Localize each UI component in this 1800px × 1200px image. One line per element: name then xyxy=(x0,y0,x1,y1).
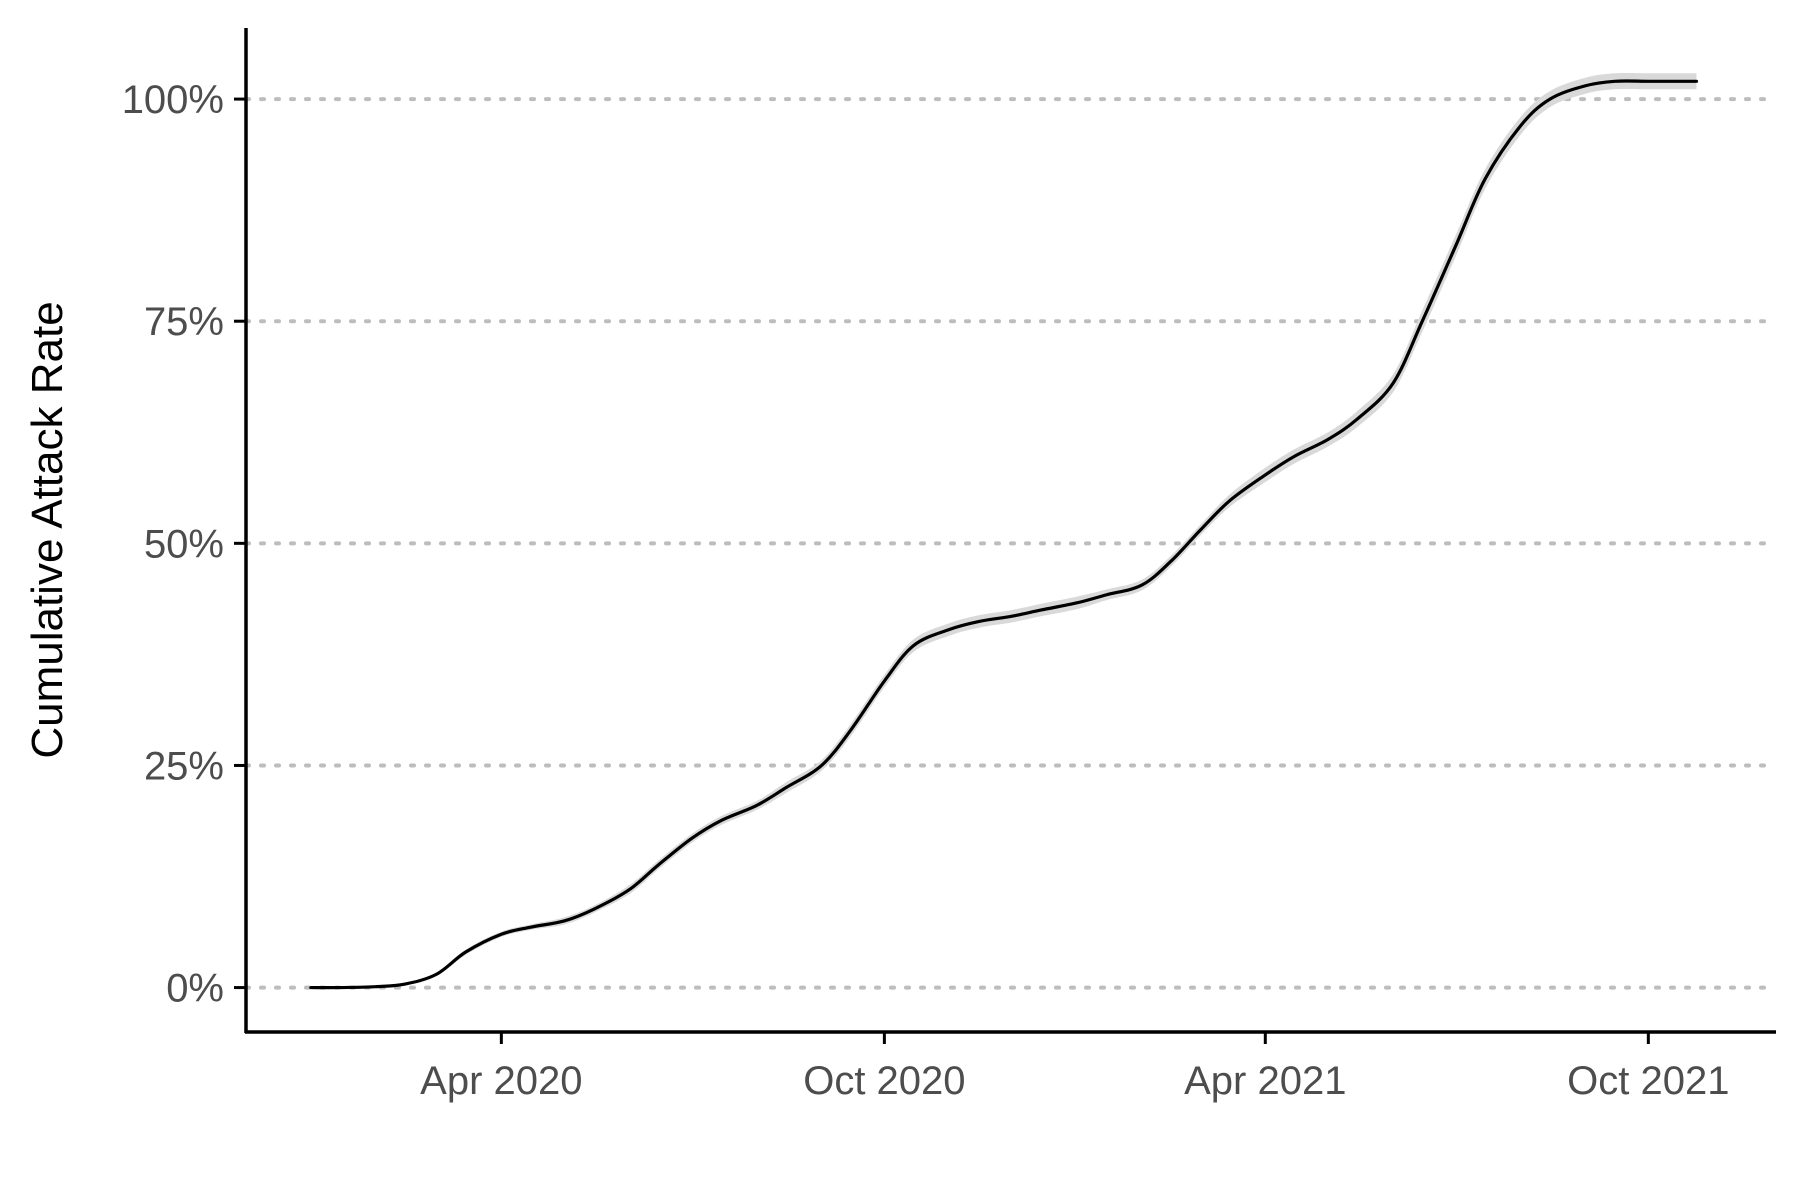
y-tick-label: 100% xyxy=(122,78,224,122)
y-axis-title: Cumulative Attack Rate xyxy=(23,301,72,758)
x-tick-label: Oct 2020 xyxy=(803,1059,965,1103)
axes xyxy=(244,28,1776,1034)
x-tick-label: Apr 2020 xyxy=(420,1059,582,1103)
series-line-layer xyxy=(309,79,1699,990)
x-ticks: Apr 2020 Oct 2020 Apr 2021 Oct 2021 xyxy=(420,1032,1729,1103)
gridlines xyxy=(244,97,1778,990)
y-tick-label: 50% xyxy=(144,522,224,566)
y-tick-label: 0% xyxy=(166,967,224,1011)
series-line xyxy=(309,79,1699,990)
confidence-band-layer xyxy=(310,72,1697,988)
y-tick-label: 25% xyxy=(144,744,224,788)
y-tick-label: 75% xyxy=(144,300,224,344)
x-tick-label: Oct 2021 xyxy=(1567,1059,1729,1103)
confidence-band xyxy=(310,72,1697,988)
x-tick-label: Apr 2021 xyxy=(1184,1059,1346,1103)
y-ticks: 0% 25% 50% 75% 100% xyxy=(122,78,246,1011)
